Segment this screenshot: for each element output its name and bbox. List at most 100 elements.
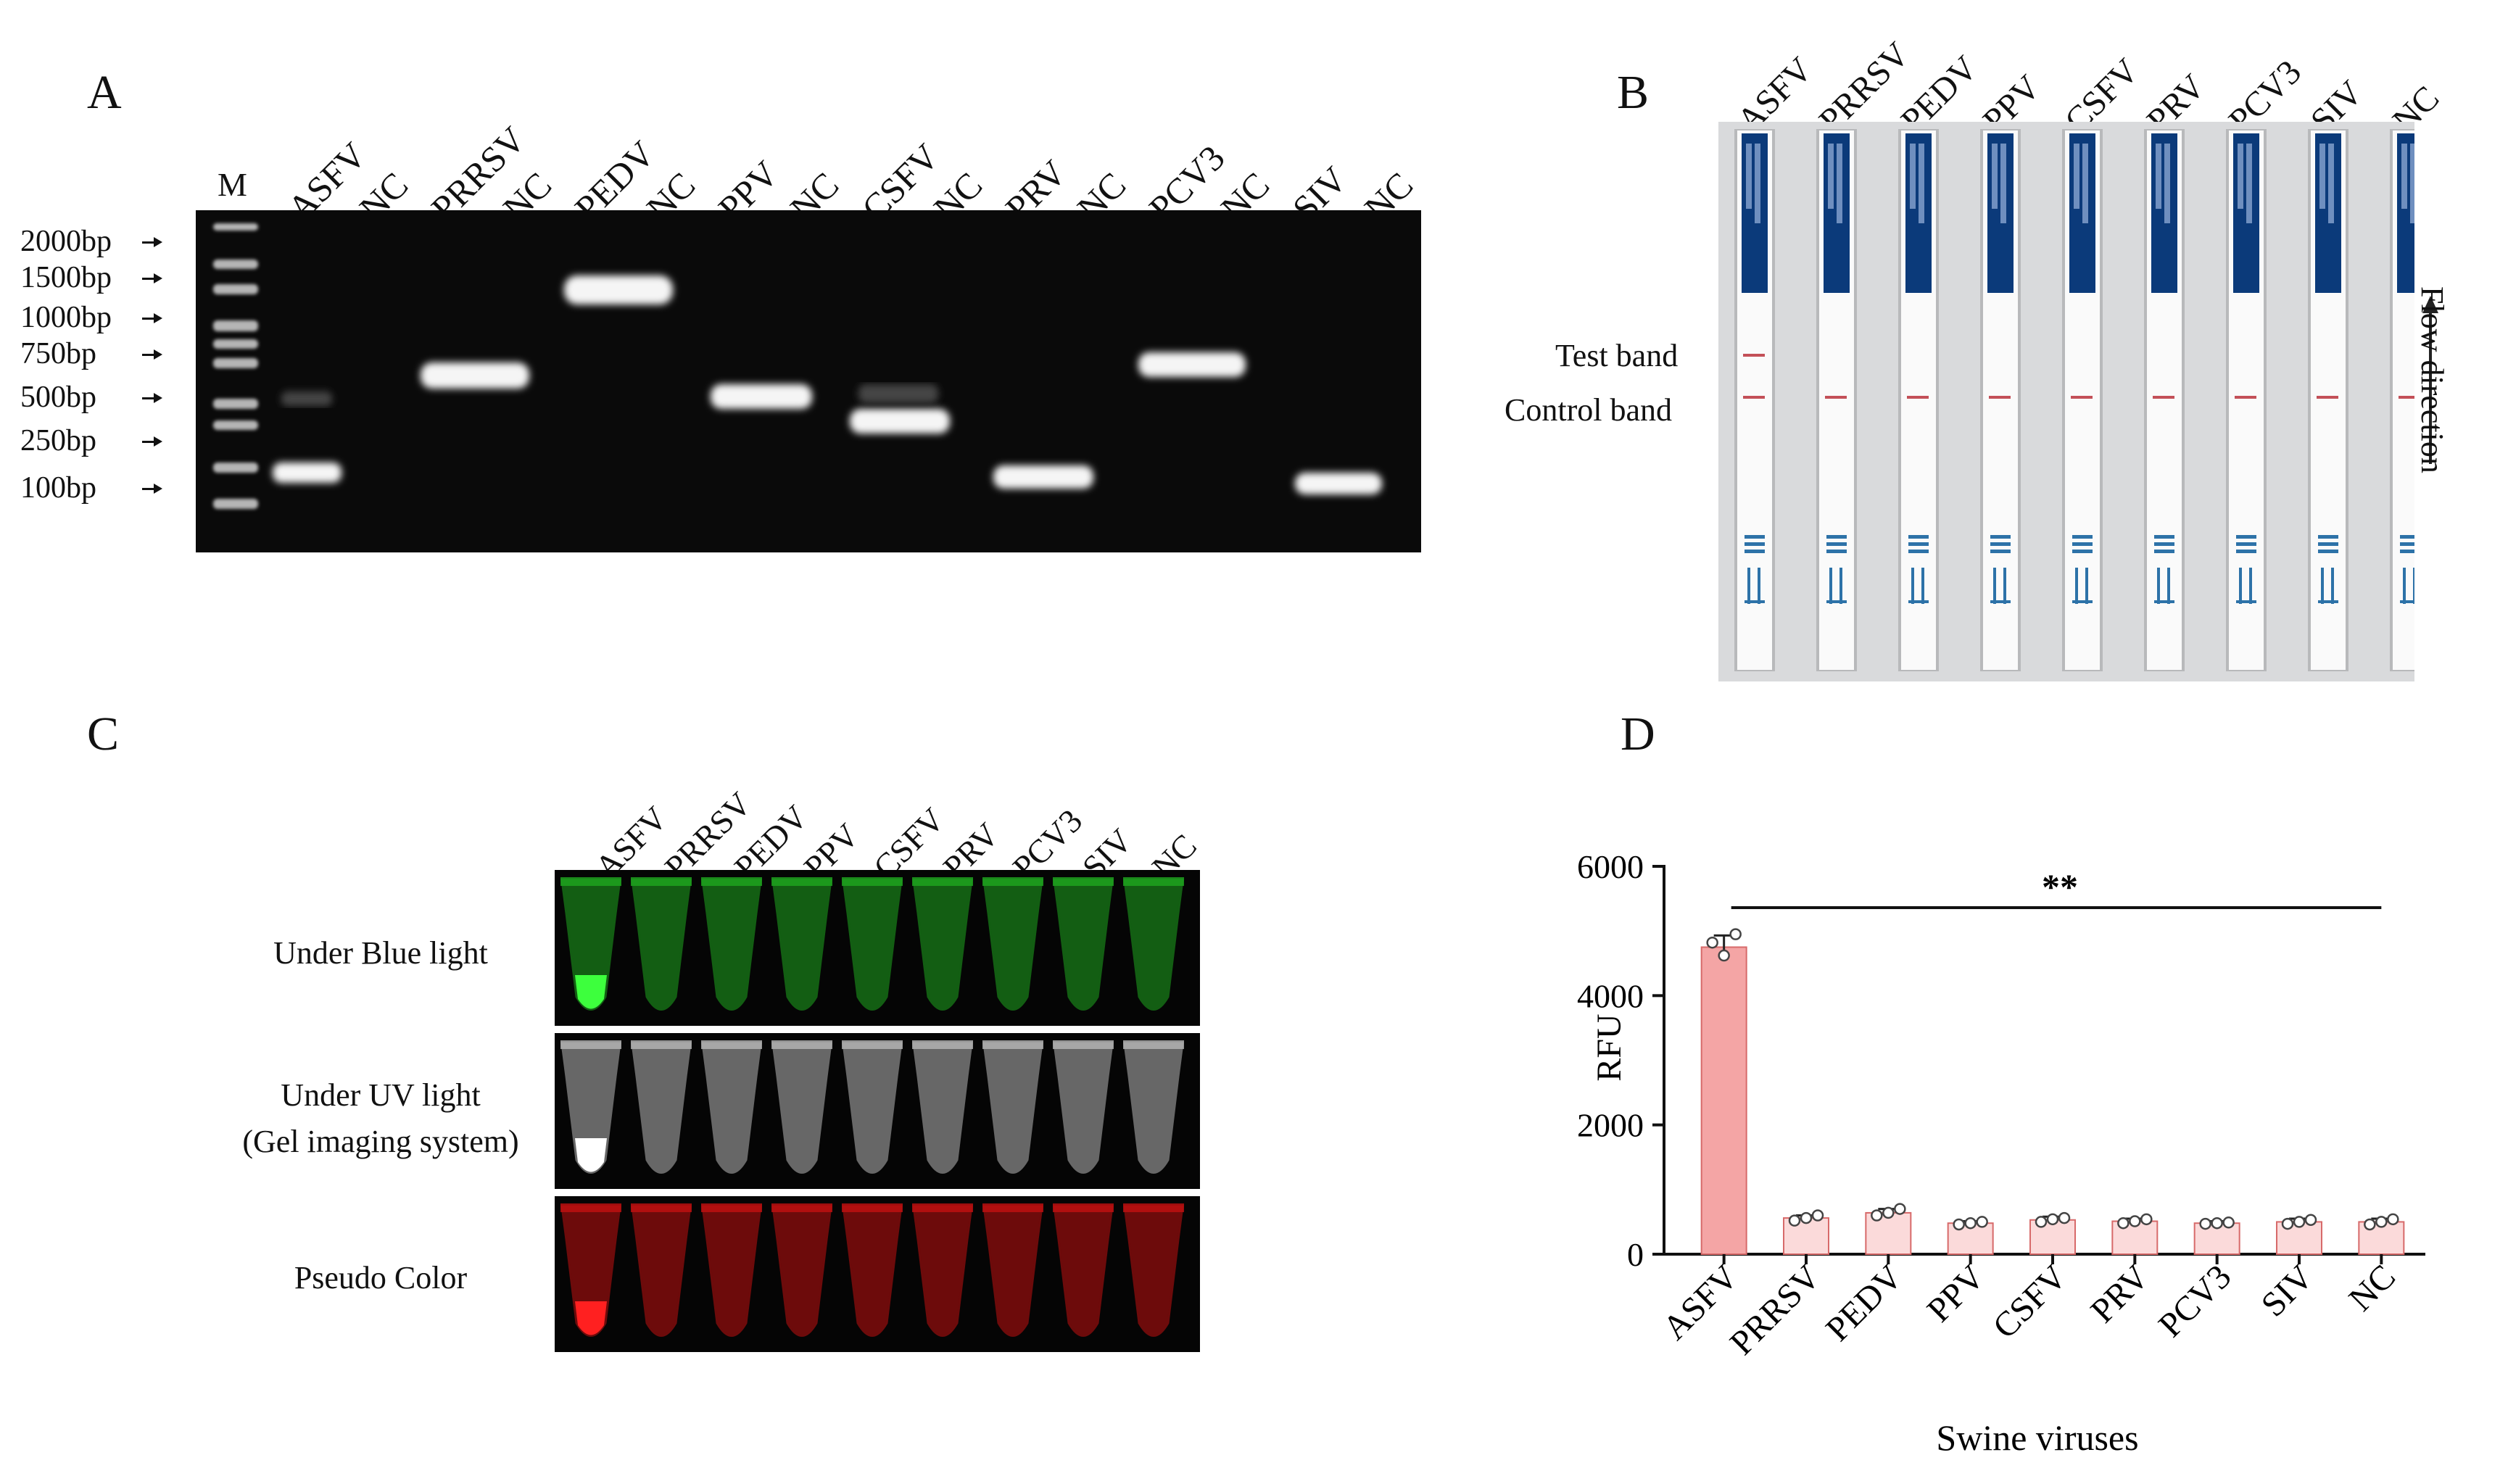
- reaction-tube: [701, 1042, 762, 1174]
- reaction-tube: [771, 1042, 832, 1174]
- replicate-point: [1871, 1209, 1883, 1222]
- fluorescent-signal: [575, 975, 607, 1009]
- lateral-flow-strip: [2144, 129, 2185, 671]
- replicate-point: [1811, 1209, 1824, 1222]
- flow-direction-arrow: [2429, 312, 2432, 464]
- replicate-point: [1882, 1206, 1895, 1219]
- reaction-tube: [771, 879, 832, 1011]
- tube-row-label: Pseudo Color: [294, 1260, 468, 1296]
- fluorescent-signal: [575, 1301, 607, 1335]
- replicate-point: [2387, 1213, 2399, 1226]
- y-tick-label: 4000: [1577, 977, 1644, 1014]
- replicate-point: [2058, 1211, 2071, 1224]
- ladder-arrowhead-icon: [154, 349, 162, 360]
- reaction-tube: [701, 879, 762, 1011]
- lateral-flow-strip: [2308, 129, 2348, 671]
- reaction-tube: [912, 1042, 973, 1174]
- replicate-point: [2211, 1216, 2223, 1230]
- test-band-label: Test band: [1555, 338, 1679, 373]
- x-tick-label: CSFV: [1985, 1257, 2074, 1346]
- bar-asfv: [1700, 946, 1747, 1255]
- replicate-point: [2304, 1214, 2317, 1226]
- ladder-arrowhead-icon: [154, 237, 162, 247]
- lateral-flow-strip: [1816, 129, 1857, 671]
- reaction-tube: [631, 879, 692, 1011]
- panel-b-letter: B: [1617, 66, 1650, 119]
- lateral-flow-strip: [1980, 129, 2021, 671]
- replicate-point: [2199, 1217, 2211, 1230]
- significance-marker: **: [2042, 866, 2078, 907]
- reaction-tube: [842, 1205, 903, 1337]
- lateral-flow-strip: [1734, 129, 1775, 671]
- replicate-point: [2117, 1216, 2130, 1230]
- panel-d-letter: D: [1621, 708, 1655, 760]
- replicate-point: [1800, 1211, 1813, 1224]
- flow-direction-label: Flow direction: [2414, 286, 2450, 473]
- lateral-flow-strip: [2226, 129, 2267, 671]
- reaction-tube: [631, 1042, 692, 1174]
- reaction-tube: [771, 1205, 832, 1337]
- fluorescent-signal: [575, 1138, 607, 1172]
- ladder-arrowhead-icon: [154, 393, 162, 403]
- replicate-point: [1964, 1216, 1977, 1230]
- reaction-tube: [1123, 879, 1184, 1011]
- reaction-tube: [842, 1042, 903, 1174]
- agarose-gel-image: [196, 210, 1421, 552]
- ladder-size-label: 100bp: [20, 471, 96, 505]
- replicate-point: [2281, 1217, 2294, 1230]
- tube-row-label: Under UV light: [281, 1077, 481, 1113]
- y-tick-label: 6000: [1577, 848, 1644, 885]
- reaction-tube: [982, 879, 1043, 1011]
- reaction-tube: [1053, 1205, 1114, 1337]
- marker-lane-label: M: [218, 166, 247, 203]
- x-tick-label: NC: [2341, 1257, 2403, 1319]
- ladder-arrow-icon: [142, 354, 155, 356]
- x-tick-label: PPV: [1920, 1257, 1992, 1330]
- ladder-arrow-icon: [142, 241, 155, 244]
- replicate-point: [2364, 1218, 2376, 1231]
- reaction-tube: [1053, 879, 1114, 1011]
- ladder-size-label: 2000bp: [20, 225, 112, 258]
- reaction-tube: [1053, 1042, 1114, 1174]
- ladder-arrowhead-icon: [154, 313, 162, 323]
- reaction-tube: [1123, 1042, 1184, 1174]
- ladder-arrowhead-icon: [154, 273, 162, 283]
- lateral-flow-strips-photo: [1718, 122, 2414, 681]
- x-tick-label: PRRSV: [1723, 1257, 1828, 1362]
- reaction-tube: [842, 879, 903, 1011]
- reaction-tube: [982, 1205, 1043, 1337]
- y-axis-label: RFU: [1590, 1013, 1628, 1081]
- replicate-point: [2375, 1216, 2388, 1228]
- replicate-point: [2129, 1215, 2141, 1227]
- replicate-point: [1953, 1218, 1965, 1231]
- fluorescence-tubes-image: [555, 870, 1200, 1352]
- x-tick-label: SIV: [2254, 1257, 2321, 1324]
- reaction-tube: [982, 1042, 1043, 1174]
- x-tick-label: PRV: [2083, 1257, 2156, 1330]
- panel-c-letter: C: [87, 708, 120, 760]
- ladder-arrowhead-icon: [154, 484, 162, 494]
- x-axis-label: Swine viruses: [1936, 1417, 2138, 1458]
- reaction-tube: [701, 1205, 762, 1337]
- ladder-arrow-icon: [142, 318, 155, 320]
- replicate-point: [1976, 1216, 1988, 1228]
- ladder-size-label: 1000bp: [20, 301, 112, 334]
- control-band-label: Control band: [1505, 392, 1672, 428]
- tube-row-label: (Gel imaging system): [242, 1124, 519, 1159]
- replicate-point: [2293, 1216, 2306, 1228]
- tube-row-label: Under Blue light: [273, 935, 488, 971]
- y-tick-label: 2000: [1577, 1107, 1644, 1144]
- ladder-size-label: 500bp: [20, 381, 96, 414]
- reaction-tube: [912, 1205, 973, 1337]
- replicate-point: [1894, 1203, 1906, 1215]
- replicate-point: [1788, 1214, 1801, 1227]
- ladder-arrowhead-icon: [154, 436, 162, 447]
- x-tick-label: PEDV: [1818, 1257, 1910, 1348]
- panel-a-letter: A: [87, 66, 122, 119]
- ladder-size-label: 250bp: [20, 424, 96, 457]
- replicate-point: [1706, 936, 1718, 949]
- replicate-point: [2035, 1216, 2048, 1228]
- rfu-bar-chart: RFU Swine viruses 0200040006000ASFVPRRSV…: [1577, 848, 2425, 1458]
- lateral-flow-strip: [2390, 129, 2414, 671]
- ladder-arrow-icon: [142, 488, 155, 490]
